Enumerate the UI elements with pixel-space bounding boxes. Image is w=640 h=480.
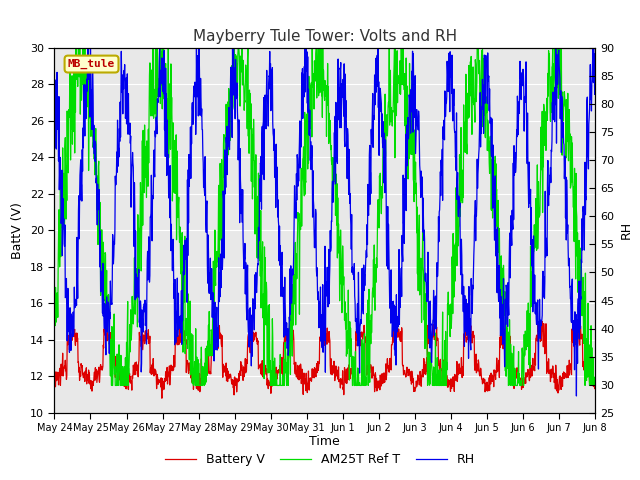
Line: RH: RH: [54, 48, 595, 396]
Battery V: [527, 367, 535, 373]
Battery V: [591, 375, 599, 381]
Battery V: [232, 383, 239, 388]
RH: [171, 276, 179, 282]
RH: [527, 205, 535, 211]
AM25T Ref T: [108, 383, 115, 388]
Battery V: [51, 384, 58, 389]
AM25T Ref T: [72, 45, 79, 51]
RH: [591, 45, 599, 51]
AM25T Ref T: [51, 306, 58, 312]
Battery V: [158, 396, 166, 401]
AM25T Ref T: [410, 177, 417, 182]
Line: Battery V: Battery V: [54, 322, 595, 398]
RH: [480, 131, 488, 136]
Title: Mayberry Tule Tower: Volts and RH: Mayberry Tule Tower: Volts and RH: [193, 29, 457, 44]
AM25T Ref T: [480, 64, 488, 70]
AM25T Ref T: [159, 106, 166, 112]
Line: AM25T Ref T: AM25T Ref T: [54, 48, 595, 385]
X-axis label: Time: Time: [309, 434, 340, 448]
RH: [573, 393, 580, 399]
Battery V: [171, 360, 179, 365]
Battery V: [480, 375, 488, 381]
AM25T Ref T: [591, 383, 599, 388]
RH: [84, 45, 92, 51]
Y-axis label: RH: RH: [620, 221, 633, 240]
RH: [158, 55, 166, 61]
Legend: Battery V, AM25T Ref T, RH: Battery V, AM25T Ref T, RH: [160, 448, 480, 471]
Text: MB_tule: MB_tule: [68, 59, 115, 69]
Battery V: [538, 319, 546, 324]
RH: [409, 129, 417, 135]
RH: [232, 57, 239, 62]
Battery V: [157, 387, 165, 393]
AM25T Ref T: [528, 274, 536, 280]
AM25T Ref T: [232, 77, 240, 83]
AM25T Ref T: [172, 173, 179, 179]
Y-axis label: BattV (V): BattV (V): [11, 202, 24, 259]
Battery V: [409, 380, 417, 385]
RH: [51, 119, 58, 124]
